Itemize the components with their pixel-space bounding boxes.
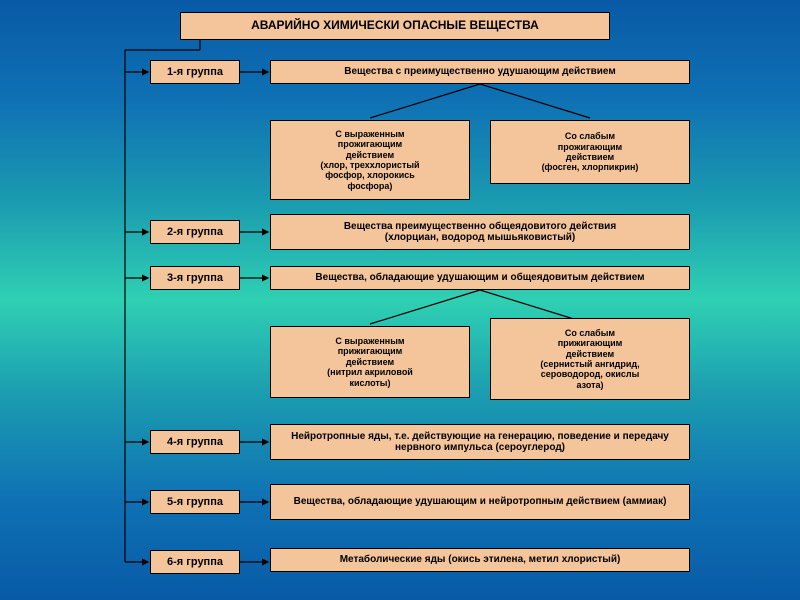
group-label-4: 4-я группа: [150, 430, 240, 454]
group-desc-1: Вещества с преимущественно удушающим дей…: [270, 60, 690, 84]
group-label-6: 6-я группа: [150, 550, 240, 574]
group-label-3: 3-я группа: [150, 266, 240, 290]
group-desc-3: Вещества, обладающие удушающим и общеядо…: [270, 266, 690, 290]
group-3-sub-2: Со слабым прижигающим действием (сернист…: [490, 318, 690, 400]
diagram: АВАРИЙНО ХИМИЧЕСКИ ОПАСНЫЕ ВЕЩЕСТВА 1-я г…: [0, 0, 800, 600]
group-label-5: 5-я группа: [150, 490, 240, 514]
group-desc-6: Метаболические яды (окись этилена, метил…: [270, 548, 690, 572]
group-1-sub-2: Со слабым прожигающим действием (фосген,…: [490, 120, 690, 184]
group-desc-5: Вещества, обладающие удушающим и нейротр…: [270, 484, 690, 520]
group-desc-4: Нейротропные яды, т.е. действующие на ге…: [270, 424, 690, 460]
group-3-sub-1: С выраженным прижигающим действием (нитр…: [270, 326, 470, 398]
group-desc-2: Вещества преимущественно общеядовитого д…: [270, 214, 690, 250]
group-label-2: 2-я группа: [150, 220, 240, 244]
group-1-sub-1: С выраженным прожигающим действием (хлор…: [270, 120, 470, 200]
title-box: АВАРИЙНО ХИМИЧЕСКИ ОПАСНЫЕ ВЕЩЕСТВА: [180, 12, 610, 40]
group-label-1: 1-я группа: [150, 60, 240, 84]
